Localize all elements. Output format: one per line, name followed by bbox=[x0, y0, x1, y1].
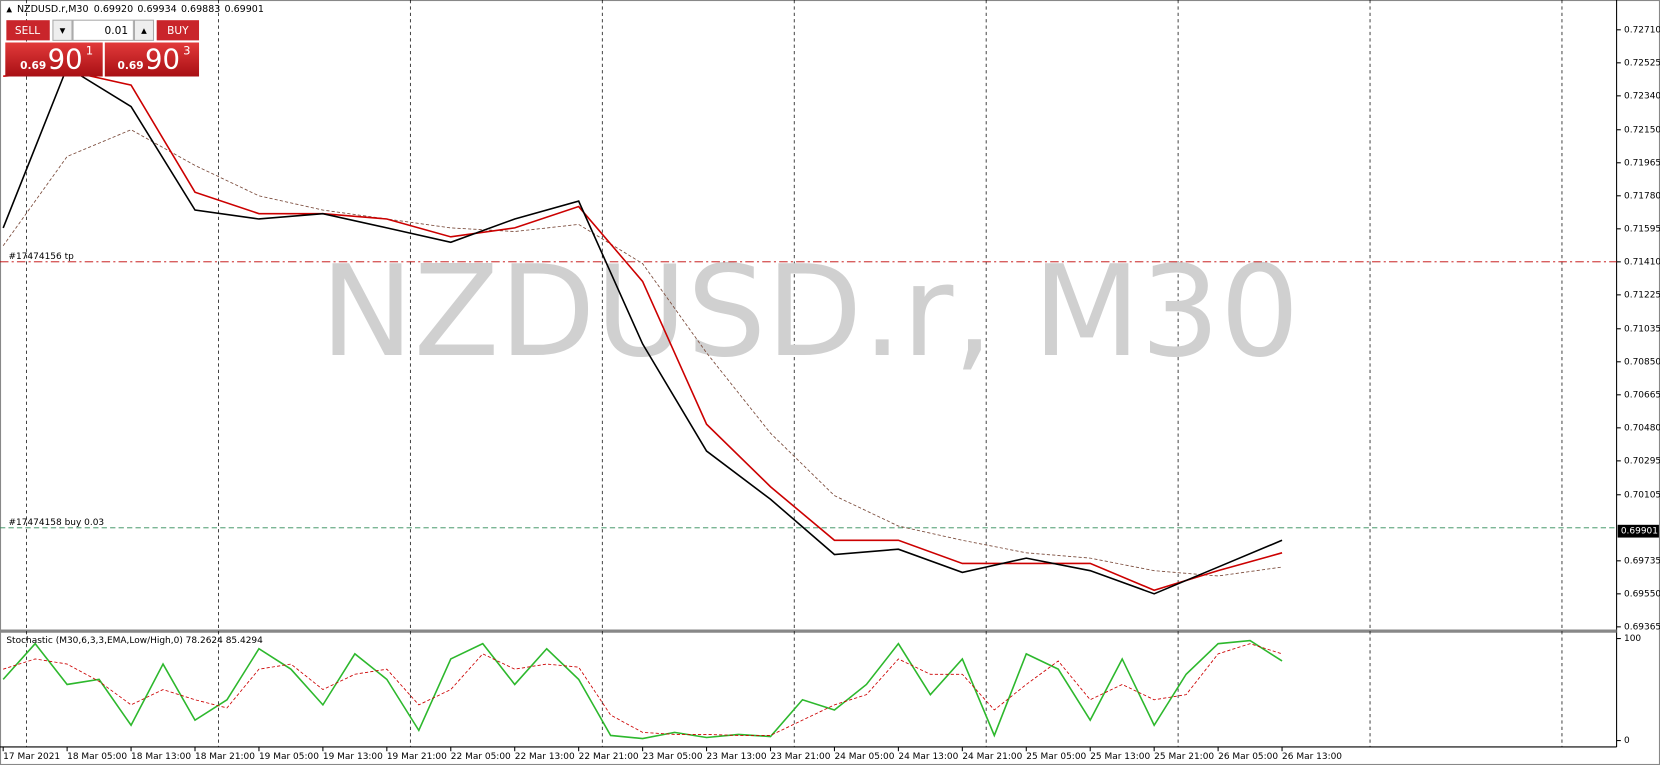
current-price-box bbox=[1617, 524, 1659, 538]
lot-decrease[interactable] bbox=[52, 19, 73, 41]
y-tick-label: 0.71225 bbox=[1624, 290, 1660, 300]
ohlc-value: 0.69920 bbox=[94, 4, 133, 15]
x-tick-label: 23 Mar 21:00 bbox=[771, 752, 831, 762]
chart-layer: 0.72710 0.72525 0.72340 0.72150 0.71965 0.717… bbox=[0, 25, 1660, 762]
chart-header: NZDUSD.r,M30 0.69920 0.69934 0.69883 0.6… bbox=[17, 4, 264, 15]
x-tick-label: 18 Mar 13:00 bbox=[131, 752, 191, 762]
y-tick-label: 0.70665 bbox=[1624, 390, 1660, 400]
y-tick-label: 0.71965 bbox=[1624, 158, 1660, 168]
x-tick-label: 24 Mar 21:00 bbox=[962, 752, 1022, 762]
lot-increase[interactable] bbox=[133, 19, 155, 41]
y-tick-label: 0.69365 bbox=[1624, 622, 1660, 632]
x-tick-label: 22 Mar 05:00 bbox=[451, 752, 511, 762]
one-click-trading: SELL ▼ 0.01 ▲ BUY 0.69 90 1 0.69 90 3 bbox=[5, 19, 200, 77]
x-tick-label: 26 Mar 13:00 bbox=[1282, 752, 1342, 762]
series-line bbox=[3, 643, 1283, 736]
x-tick-label: 24 Mar 13:00 bbox=[898, 752, 958, 762]
series-line bbox=[2, 639, 1283, 740]
x-tick-label: 22 Mar 13:00 bbox=[515, 752, 575, 762]
sell-button[interactable] bbox=[6, 20, 50, 41]
y-tick-label: 0.71035 bbox=[1624, 324, 1660, 334]
y-tick-label: 0.70105 bbox=[1624, 490, 1660, 500]
indicator-title: Stochastic (M30,6,3,3,EMA,Low/High,0) 78… bbox=[6, 636, 263, 646]
sell-big: 90 bbox=[48, 43, 83, 76]
x-tick-label: 19 Mar 21:00 bbox=[387, 752, 447, 762]
y-tick-label: 0.72525 bbox=[1624, 58, 1660, 68]
x-tick-label: 19 Mar 13:00 bbox=[323, 752, 383, 762]
watermark: NZDUSD.r, M30 bbox=[320, 239, 1299, 385]
buy-button[interactable] bbox=[156, 20, 200, 41]
x-tick-label: 17 Mar 2021 bbox=[3, 752, 60, 762]
sell-price-box[interactable] bbox=[5, 42, 103, 77]
x-tick-label: 25 Mar 13:00 bbox=[1090, 752, 1150, 762]
x-tick-label: 25 Mar 21:00 bbox=[1154, 752, 1214, 762]
arrow-down: ▼ bbox=[60, 26, 66, 35]
x-tick-label: 23 Mar 13:00 bbox=[707, 752, 767, 762]
header-arrow: ▲ bbox=[6, 5, 12, 14]
y-tick-label: 0.70480 bbox=[1624, 423, 1660, 433]
y-tick-label: 0.69735 bbox=[1624, 556, 1660, 566]
buy-label: BUY bbox=[167, 25, 189, 37]
lot-value: 0.01 bbox=[105, 25, 129, 37]
y-tick-label: 0.71410 bbox=[1624, 257, 1660, 267]
y-tick-label: 100 bbox=[1624, 634, 1641, 644]
x-tick-label: 24 Mar 05:00 bbox=[834, 752, 894, 762]
x-tick-label: 22 Mar 21:00 bbox=[579, 752, 639, 762]
buy-small: 3 bbox=[183, 43, 190, 57]
ohlc-value: 0.69901 bbox=[225, 4, 264, 15]
x-tick-label: 23 Mar 05:00 bbox=[643, 752, 703, 762]
order-label: #17474156 tp bbox=[8, 252, 74, 262]
sell-small: 1 bbox=[86, 43, 93, 57]
buy-big: 90 bbox=[145, 43, 180, 76]
series-line bbox=[3, 70, 1283, 592]
y-tick-label: 0.72150 bbox=[1624, 125, 1660, 135]
ohlc-value: 0.69883 bbox=[181, 4, 220, 15]
x-tick-label: 19 Mar 05:00 bbox=[259, 752, 319, 762]
arrow-up: ▲ bbox=[141, 26, 147, 35]
background-layer: NZDUSD.r, M30 bbox=[26, 0, 1563, 747]
series-line bbox=[2, 66, 1283, 595]
y-tick-label: 0.71595 bbox=[1624, 224, 1660, 234]
sell-prefix: 0.69 bbox=[20, 60, 46, 72]
x-tick-label: 18 Mar 21:00 bbox=[195, 752, 255, 762]
buy-prefix: 0.69 bbox=[118, 60, 144, 72]
ohlc-value: 0.69934 bbox=[137, 4, 176, 15]
y-tick-label: 0.72710 bbox=[1624, 25, 1660, 35]
x-tick-label: 25 Mar 05:00 bbox=[1026, 752, 1086, 762]
order-label: #17474158 buy 0.03 bbox=[8, 518, 104, 528]
y-tick-label: 0.72340 bbox=[1624, 91, 1660, 101]
y-tick-label: 0.70295 bbox=[1624, 456, 1660, 466]
x-tick-label: 18 Mar 05:00 bbox=[67, 752, 127, 762]
series-line bbox=[2, 129, 1283, 577]
lot-input[interactable] bbox=[72, 19, 134, 41]
sell-label: SELL bbox=[15, 25, 40, 37]
y-tick-label: 0.71780 bbox=[1624, 191, 1660, 201]
current-price: 0.69901 bbox=[1621, 527, 1658, 537]
x-tick-label: 26 Mar 05:00 bbox=[1218, 752, 1278, 762]
symbol: NZDUSD.r,M30 bbox=[17, 4, 89, 15]
buy-price-box[interactable] bbox=[104, 42, 200, 77]
y-tick-label: 0.69550 bbox=[1624, 589, 1660, 599]
y-tick-label: 0 bbox=[1624, 736, 1630, 746]
y-tick-label: 0.70850 bbox=[1624, 357, 1660, 367]
